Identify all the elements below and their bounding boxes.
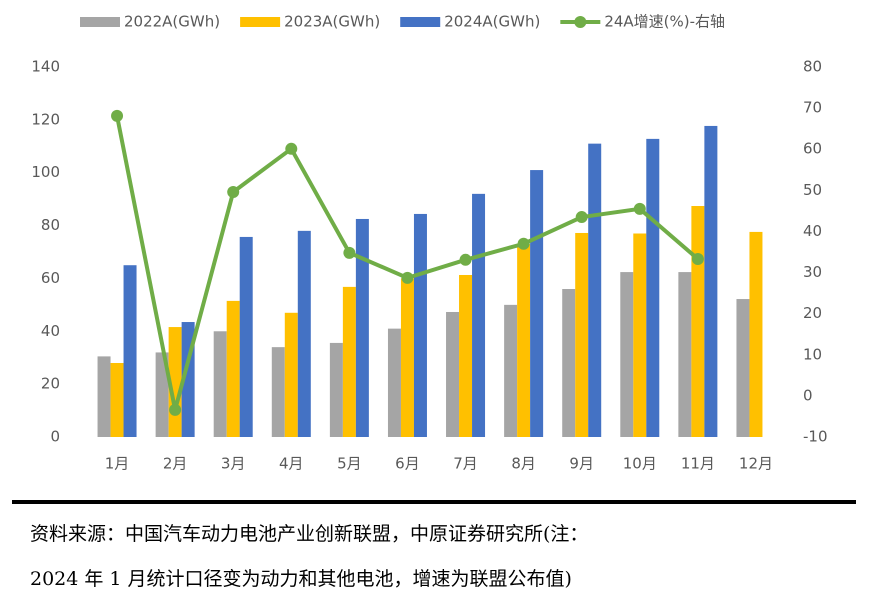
bar <box>704 125 718 437</box>
bar <box>329 342 343 437</box>
bar <box>342 286 356 437</box>
x-tick-label: 11月 <box>681 455 715 473</box>
note-line: 资料来源：中国汽车动力电池产业创新联盟，中原证券研究所(注： <box>30 523 588 545</box>
line-point <box>227 185 240 198</box>
x-tick-label: 1月 <box>105 455 130 473</box>
x-tick-label: 2月 <box>163 455 188 473</box>
bar <box>588 143 602 437</box>
y2-tick-label: 70 <box>803 99 822 117</box>
x-tick-label: 7月 <box>453 455 478 473</box>
bar <box>446 311 460 437</box>
bar <box>387 328 401 437</box>
x-tick-label: 10月 <box>623 455 657 473</box>
bar <box>413 213 427 437</box>
bar <box>97 356 111 437</box>
y-tick-label: 40 <box>41 322 60 340</box>
bar <box>271 347 285 437</box>
y-tick-label: 140 <box>31 58 60 76</box>
y-tick-label: 100 <box>31 163 60 181</box>
line-point <box>401 271 414 284</box>
x-tick-label: 4月 <box>279 455 304 473</box>
bar <box>646 138 660 437</box>
bar <box>123 265 137 437</box>
bar <box>213 331 227 437</box>
line-point <box>169 403 182 416</box>
legend-label: 2024A(GWh) <box>444 13 540 31</box>
legend-swatch <box>574 16 587 28</box>
bar <box>749 231 763 437</box>
line-point <box>691 252 704 265</box>
bar <box>400 278 414 437</box>
legend-swatch <box>400 17 441 27</box>
legend-swatch <box>240 17 281 27</box>
x-tick-label: 3月 <box>221 455 246 473</box>
y2-tick-label: 60 <box>803 140 822 158</box>
legend-label: 2023A(GWh) <box>284 13 380 31</box>
bar <box>110 363 124 437</box>
x-tick-label: 12月 <box>739 455 773 473</box>
legend-label: 24A增速(%)-右轴 <box>604 13 725 31</box>
x-tick-label: 9月 <box>569 455 594 473</box>
line-point <box>343 246 356 259</box>
y2-tick-label: 50 <box>803 181 822 199</box>
legend-label: 2022A(GWh) <box>124 13 220 31</box>
y2-tick-label: -10 <box>803 428 828 446</box>
bar <box>575 232 589 437</box>
x-tick-label: 6月 <box>395 455 420 473</box>
y-tick-label: 60 <box>41 269 60 287</box>
bar <box>504 304 518 437</box>
line-point <box>285 142 298 155</box>
legend-swatch <box>80 17 120 27</box>
line-point <box>633 202 646 215</box>
line-point <box>111 109 124 122</box>
line-point <box>517 237 530 250</box>
line-point <box>575 211 588 224</box>
y2-tick-label: 80 <box>803 58 822 76</box>
note-line: 2024 年 1 月统计口径变为动力和其他电池，增速为联盟公布值) <box>30 568 572 590</box>
bar <box>239 236 253 437</box>
bar <box>691 206 705 437</box>
bar <box>562 289 576 437</box>
bar <box>155 352 169 437</box>
bar <box>678 272 692 437</box>
bar <box>284 312 298 437</box>
bar <box>297 230 311 437</box>
x-tick-label: 5月 <box>337 455 362 473</box>
y-tick-label: 0 <box>50 428 60 446</box>
y2-tick-label: 0 <box>803 386 813 404</box>
bar <box>517 244 531 437</box>
bar <box>459 274 473 437</box>
y-tick-label: 120 <box>31 110 60 128</box>
line-point <box>459 253 472 266</box>
bar <box>226 300 240 437</box>
y2-tick-label: 40 <box>803 222 822 240</box>
y-tick-label: 80 <box>41 216 60 234</box>
bar <box>472 193 486 437</box>
bar <box>736 299 750 437</box>
bar <box>633 233 647 437</box>
y-tick-label: 20 <box>41 375 60 393</box>
bar <box>530 170 544 438</box>
bar <box>620 272 634 437</box>
bar <box>355 218 369 437</box>
x-tick-label: 8月 <box>511 455 536 473</box>
y2-tick-label: 20 <box>803 304 822 322</box>
y2-tick-label: 10 <box>803 345 822 363</box>
y2-tick-label: 30 <box>803 263 822 281</box>
